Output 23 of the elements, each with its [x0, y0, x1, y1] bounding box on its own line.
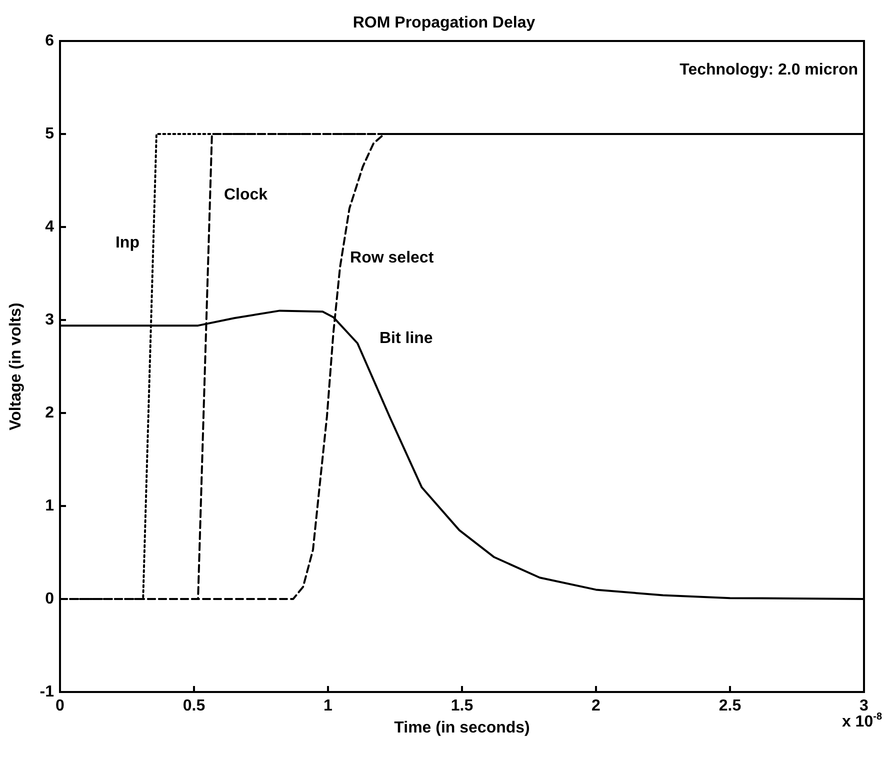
x-tick-label: 3 [860, 698, 869, 714]
x-tick-label: 2 [592, 698, 601, 714]
y-tick-label: -1 [40, 684, 54, 700]
series-label: Inp [115, 234, 140, 252]
x-tick-label: 1.5 [450, 698, 474, 714]
x-axis-title: Time (in seconds) [394, 720, 530, 736]
y-tick-label: 1 [45, 498, 54, 514]
series-label: Clock [224, 186, 268, 204]
y-tick-label: 2 [45, 404, 54, 422]
x-tick-label: 0.5 [182, 698, 206, 714]
x-tick-label: 2.5 [718, 698, 742, 714]
y-tick-label: 6 [45, 32, 54, 50]
y-tick-label: 4 [45, 218, 54, 236]
y-tick-label: 3 [45, 312, 54, 328]
x-tick-label: 0 [56, 698, 65, 714]
x-tick-label: 1 [324, 698, 333, 714]
annotation: Technology: 2.0 micron [680, 62, 858, 78]
series-label: Row select [350, 249, 434, 266]
chart-title: ROM Propagation Delay [352, 14, 536, 32]
y-tick-label: 0 [45, 590, 54, 608]
series-label: Bit line [379, 330, 433, 347]
y-tick-label: 5 [45, 126, 54, 142]
y-axis-title: Voltage (in volts) [8, 302, 24, 430]
